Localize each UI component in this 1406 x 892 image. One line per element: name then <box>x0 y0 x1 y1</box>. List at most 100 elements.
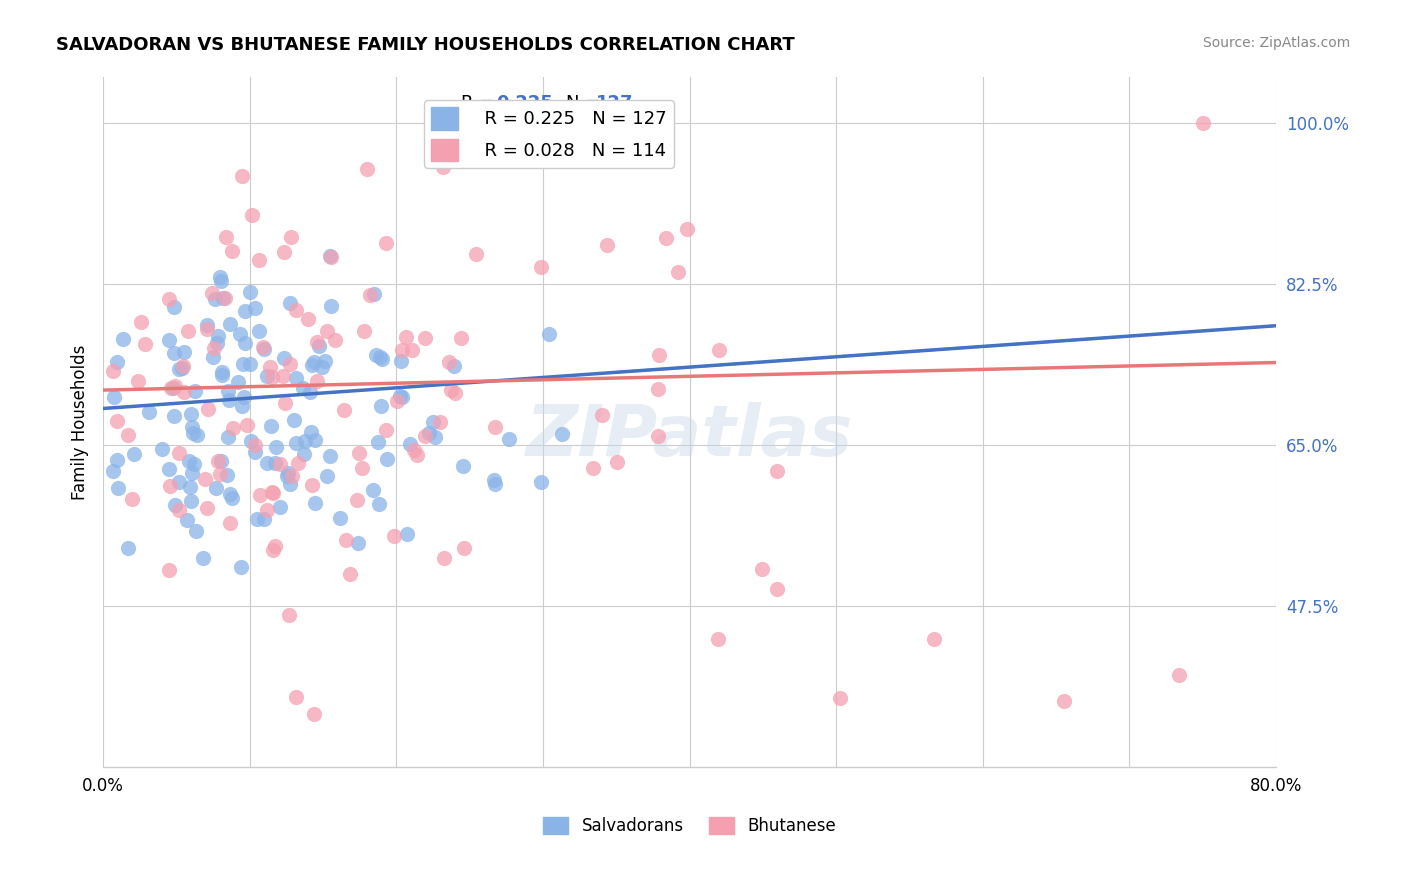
Point <box>367 435 389 450</box>
Point <box>217 384 239 399</box>
Point <box>181 466 204 480</box>
Point <box>177 454 200 468</box>
Point <box>117 428 139 442</box>
Point <box>262 543 284 558</box>
Point <box>217 430 239 444</box>
Point <box>243 438 266 452</box>
Y-axis label: Family Households: Family Households <box>72 344 89 500</box>
Point <box>256 502 278 516</box>
Point <box>157 334 180 348</box>
Point <box>247 253 270 268</box>
Point <box>226 376 249 390</box>
Point <box>173 385 195 400</box>
Point <box>247 324 270 338</box>
Point <box>319 299 342 313</box>
Point <box>173 345 195 359</box>
Point <box>443 386 465 401</box>
Point <box>218 392 240 407</box>
Point <box>304 496 326 510</box>
Point <box>202 351 225 365</box>
Point <box>184 524 207 538</box>
Point <box>359 288 381 302</box>
Point <box>278 357 301 371</box>
Point <box>647 382 669 396</box>
Point <box>217 467 239 482</box>
Point <box>240 208 263 222</box>
Point <box>285 690 308 705</box>
Point <box>304 433 326 447</box>
Point <box>276 468 298 483</box>
Point <box>157 563 180 577</box>
Point <box>215 230 238 244</box>
Point <box>183 457 205 471</box>
Point <box>202 341 225 355</box>
Point <box>180 494 202 508</box>
Point <box>484 420 506 434</box>
Point <box>339 566 361 581</box>
Point <box>278 477 301 491</box>
Point <box>172 360 194 375</box>
Point <box>675 222 697 236</box>
Point <box>271 369 294 384</box>
Point <box>606 455 628 469</box>
Point <box>530 475 553 489</box>
Point <box>105 414 128 428</box>
Point <box>233 304 256 318</box>
Point <box>319 249 342 263</box>
Point <box>207 454 229 468</box>
Point <box>112 332 135 346</box>
Point <box>260 418 283 433</box>
Point <box>240 434 263 449</box>
Point <box>243 301 266 315</box>
Point <box>239 285 262 299</box>
Point <box>229 559 252 574</box>
Text: SALVADORAN VS BHUTANESE FAMILY HOUSEHOLDS CORRELATION CHART: SALVADORAN VS BHUTANESE FAMILY HOUSEHOLD… <box>56 36 794 54</box>
Point <box>207 328 229 343</box>
Point <box>222 421 245 435</box>
Text: 0.225: 0.225 <box>496 95 553 112</box>
Point <box>361 483 384 497</box>
Point <box>596 238 619 252</box>
Point <box>260 370 283 384</box>
Point <box>167 475 190 489</box>
Point <box>432 160 454 174</box>
Point <box>314 354 336 368</box>
Point <box>418 425 440 440</box>
Point <box>551 427 574 442</box>
Point <box>167 362 190 376</box>
Point <box>162 381 184 395</box>
Point <box>197 402 219 417</box>
Point <box>172 359 194 374</box>
Point <box>395 330 418 344</box>
Point <box>530 260 553 274</box>
Point <box>281 469 304 483</box>
Point <box>105 355 128 369</box>
Point <box>389 354 412 368</box>
Point <box>366 348 388 362</box>
Point <box>205 481 228 495</box>
Point <box>346 492 368 507</box>
Point <box>484 477 506 491</box>
Point <box>323 333 346 347</box>
Point <box>382 529 405 543</box>
Point <box>163 409 186 423</box>
Point <box>433 550 456 565</box>
Point <box>370 350 392 364</box>
Point <box>654 231 676 245</box>
Point <box>391 343 413 358</box>
Point <box>252 340 274 354</box>
Point <box>163 346 186 360</box>
Point <box>368 497 391 511</box>
Point <box>765 464 787 478</box>
Point <box>371 351 394 366</box>
Point <box>204 293 226 307</box>
Point <box>269 457 291 471</box>
Point <box>347 536 370 550</box>
Point <box>157 292 180 306</box>
Point <box>294 434 316 449</box>
Point <box>301 478 323 492</box>
Point <box>413 429 436 443</box>
Point <box>292 447 315 461</box>
Point <box>308 339 330 353</box>
Point <box>375 236 398 251</box>
